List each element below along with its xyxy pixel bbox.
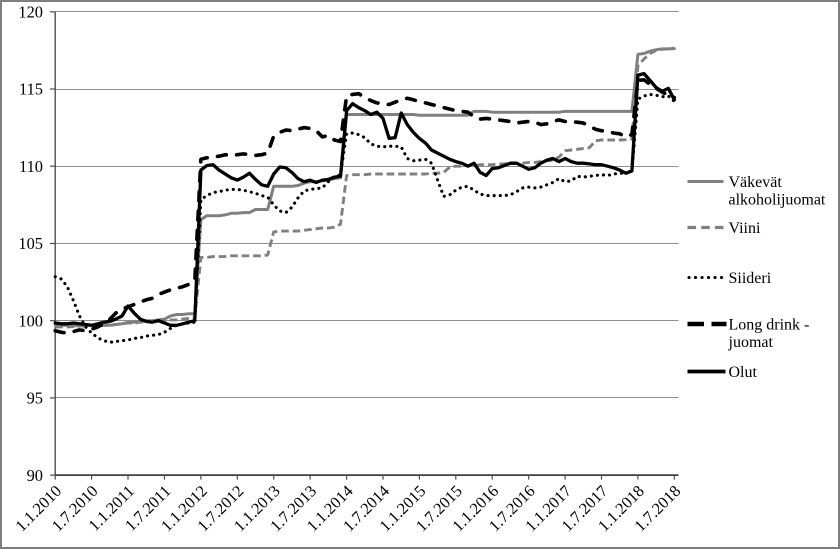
svg-text:Long drink -: Long drink -: [729, 317, 810, 334]
svg-text:Väkevät: Väkevät: [729, 174, 783, 191]
svg-text:95: 95: [27, 389, 43, 408]
svg-text:Viini: Viini: [729, 220, 761, 237]
svg-text:120: 120: [18, 3, 43, 22]
svg-text:Siideri: Siideri: [729, 270, 772, 287]
svg-text:100: 100: [18, 311, 43, 330]
svg-text:90: 90: [27, 466, 43, 485]
svg-text:110: 110: [19, 157, 43, 176]
svg-text:Olut: Olut: [729, 364, 758, 381]
svg-text:105: 105: [18, 234, 43, 253]
svg-text:alkoholijuomat: alkoholijuomat: [729, 192, 826, 209]
svg-text:115: 115: [19, 80, 43, 99]
svg-text:juomat: juomat: [728, 334, 774, 351]
